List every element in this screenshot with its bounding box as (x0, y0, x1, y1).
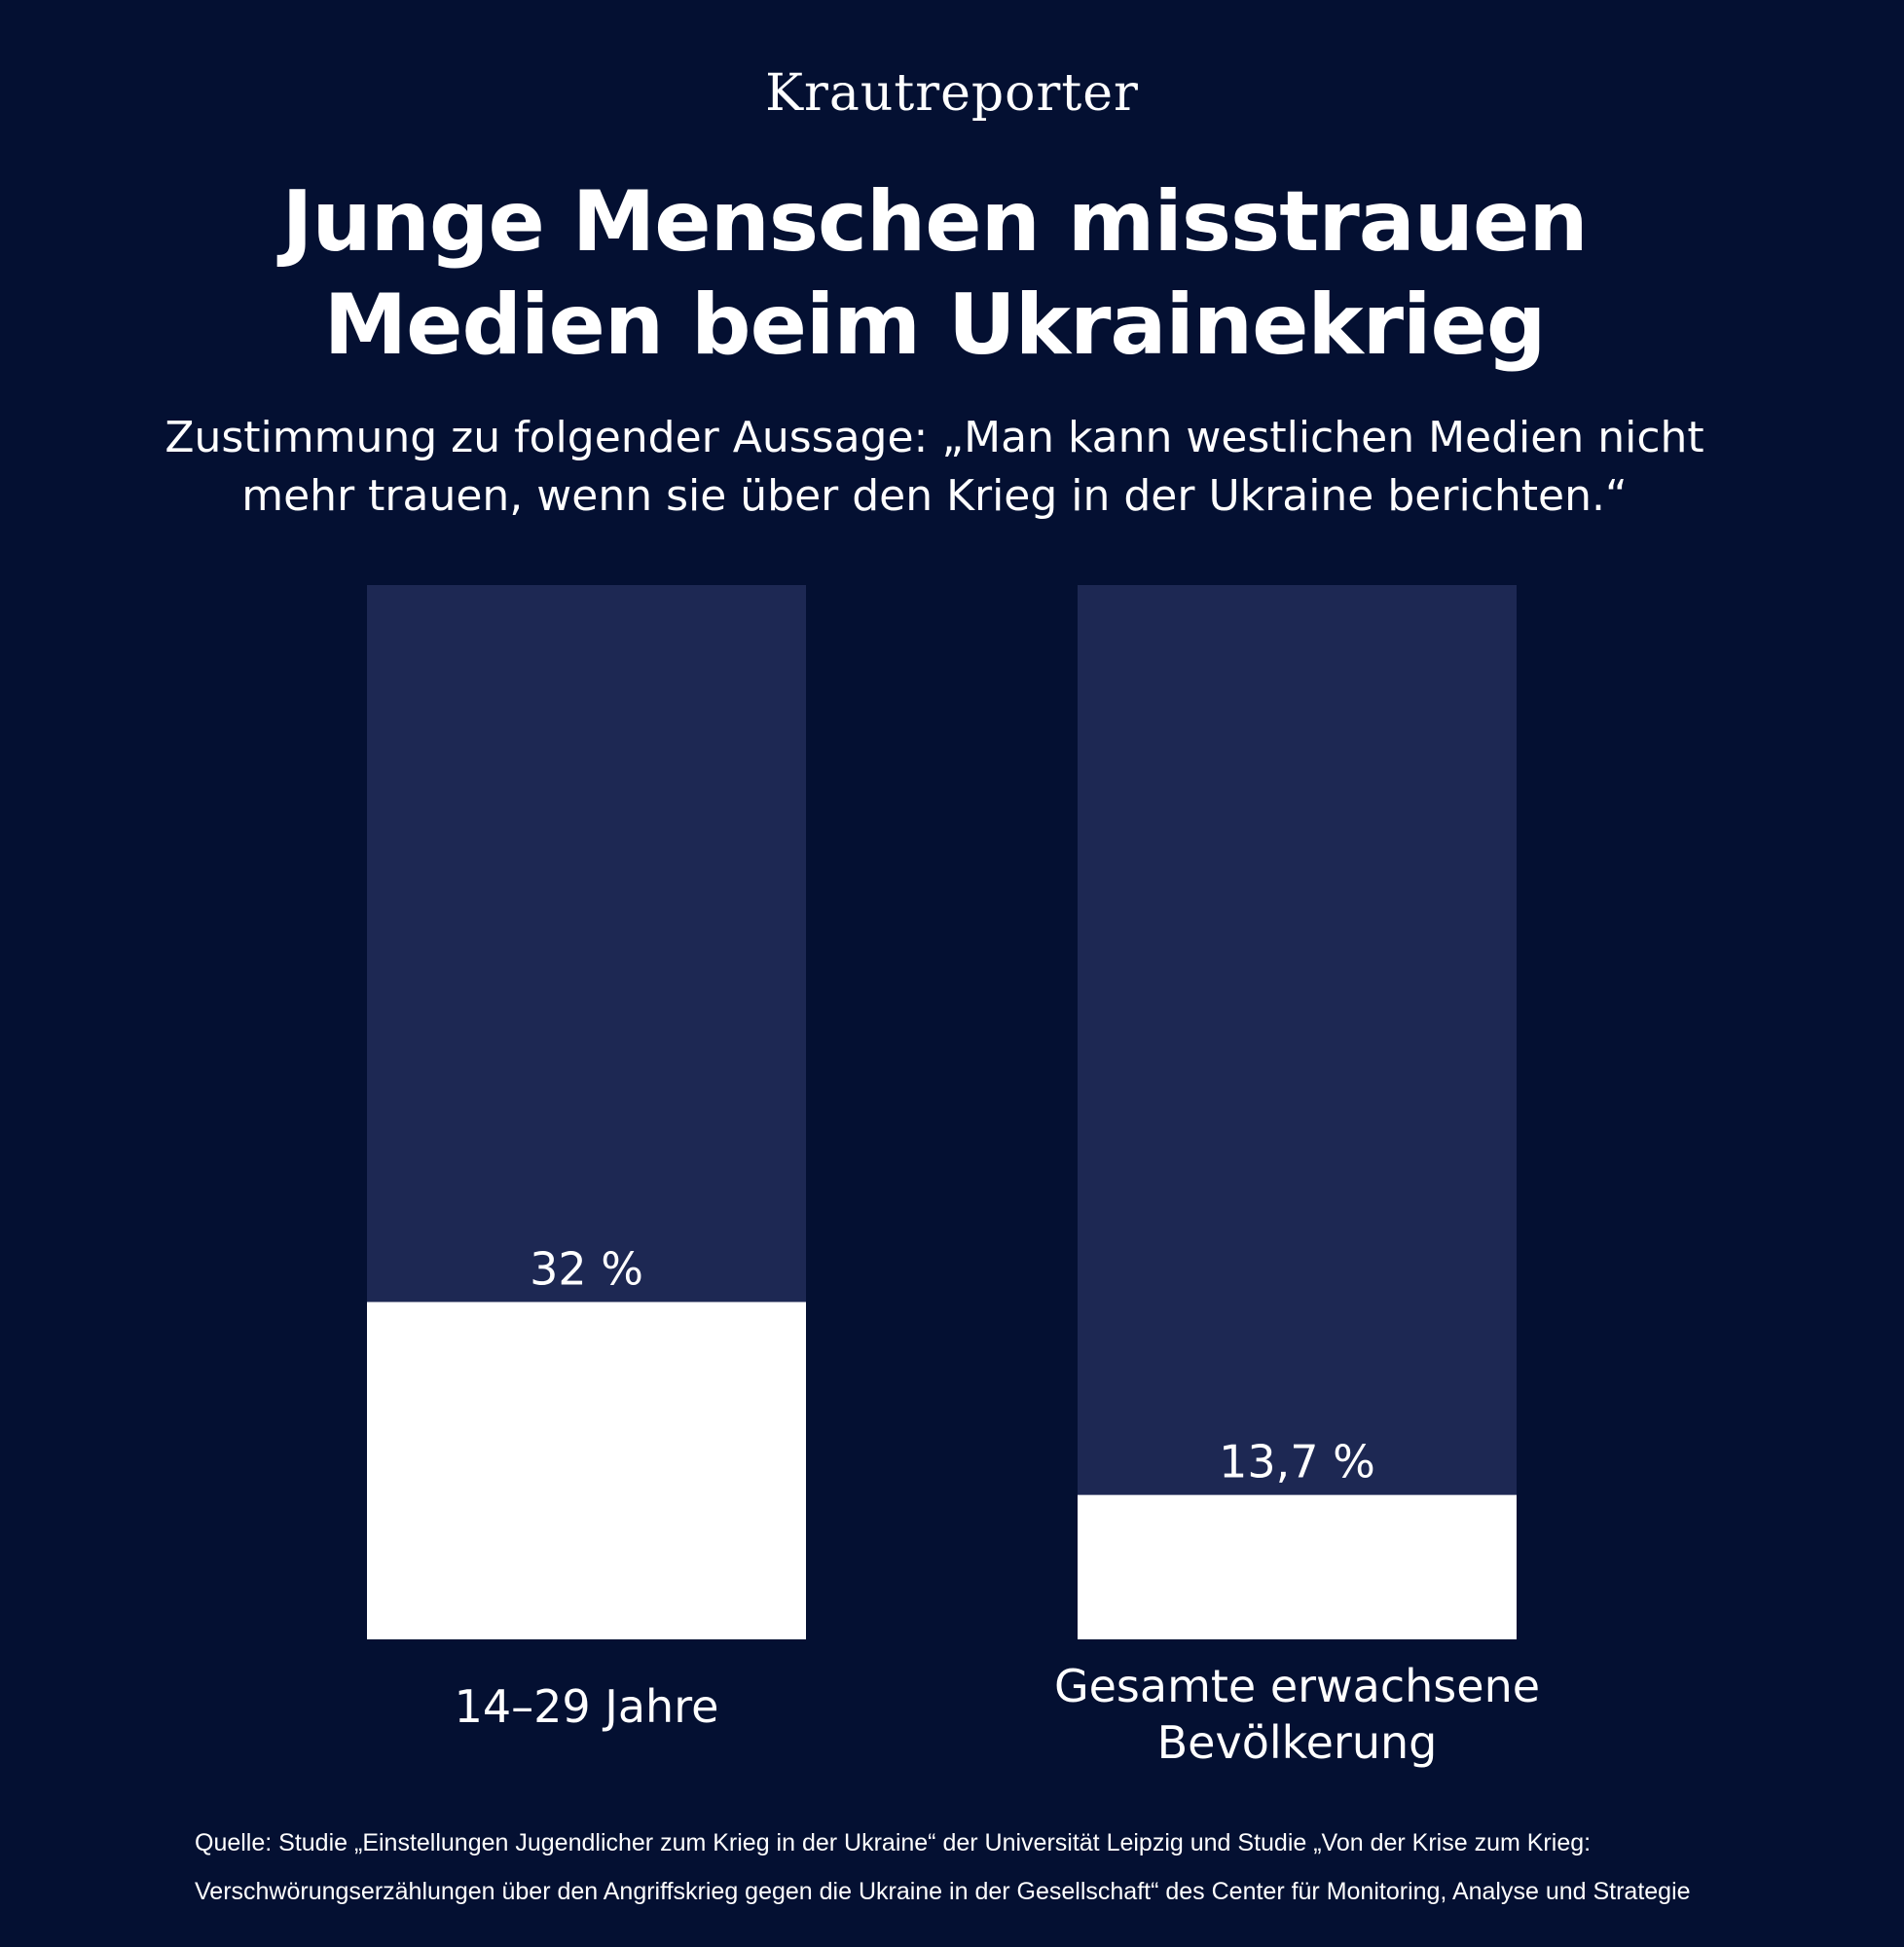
chart-subtitle: Zustimmung zu folgender Aussage: „Man ka… (165, 413, 1704, 521)
category-label-2: Gesamte erwachsene Bevölkerung (1054, 1660, 1540, 1769)
bar-track-2 (1078, 585, 1517, 1639)
category-label-1: 14–29 Jahre (455, 1680, 719, 1733)
bar-2 (1078, 1494, 1517, 1639)
bar-1 (367, 1302, 806, 1639)
chart-title: Junge Menschen misstrauen Medien beim Uk… (281, 173, 1588, 374)
data-label-2: 13,7 % (1219, 1436, 1375, 1488)
source-note: Quelle: Studie „Einstellungen Jugendlich… (195, 1829, 1691, 1905)
bar-chart: 32 % 14–29 Jahre 13,7 % Gesamte erwachsene B… (367, 585, 1540, 1769)
brand-logo: Krautreporter (765, 64, 1139, 123)
data-label-1: 32 % (530, 1242, 643, 1295)
